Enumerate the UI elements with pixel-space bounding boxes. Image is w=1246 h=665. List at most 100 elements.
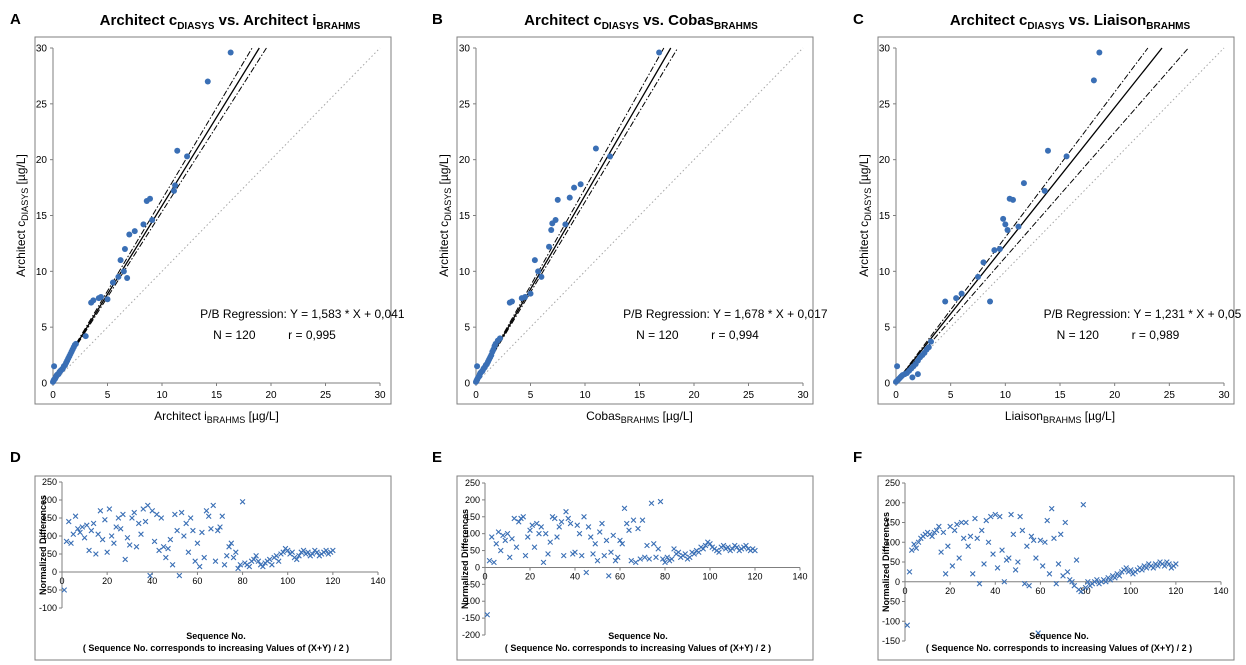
chart-frame: [877, 36, 1235, 405]
data-point: [178, 509, 185, 516]
y-tick-label: 15: [459, 211, 471, 222]
data-point: [743, 542, 749, 549]
data-point: [176, 572, 183, 579]
data-point: [212, 558, 219, 564]
data-point: [612, 557, 619, 564]
data-point: [474, 363, 481, 370]
data-point: [133, 544, 140, 550]
data-point: [546, 243, 553, 250]
data-point: [210, 502, 217, 509]
data-point: [199, 529, 205, 536]
data-point: [149, 508, 156, 514]
data-point: [221, 562, 228, 568]
data-point: [99, 536, 106, 543]
data-point: [104, 296, 111, 303]
data-point: [630, 517, 637, 523]
data-point: [547, 539, 554, 545]
data-point: [662, 559, 668, 566]
data-point: [908, 547, 915, 553]
data-point: [596, 529, 603, 535]
data-point: [936, 523, 942, 530]
data-point: [659, 556, 666, 562]
data-point: [214, 527, 221, 534]
y-tick-label: 150: [42, 513, 57, 523]
y-tick-label: -50: [44, 585, 57, 595]
data-point: [172, 511, 178, 518]
data-point: [1000, 215, 1007, 222]
data-point: [1035, 630, 1041, 636]
y-tick-label: -100: [462, 596, 480, 606]
data-point: [289, 549, 296, 555]
data-point: [650, 541, 657, 547]
data-point: [536, 530, 542, 537]
x-tick-label: 10: [1000, 390, 1012, 401]
data-point: [508, 298, 515, 305]
data-point: [488, 534, 495, 540]
data-point: [131, 228, 138, 235]
data-point: [131, 509, 138, 516]
data-point: [641, 554, 648, 561]
data-point: [309, 551, 316, 557]
x-axis-label: Sequence No.: [608, 631, 668, 641]
x-tick-label: 20: [945, 586, 955, 596]
data-point: [1030, 537, 1037, 544]
data-point: [587, 534, 594, 540]
data-point: [491, 559, 497, 566]
data-point: [567, 520, 574, 527]
data-point: [563, 508, 569, 515]
data-point: [997, 513, 1003, 520]
data-point: [149, 216, 156, 223]
data-point: [603, 537, 610, 544]
data-point: [515, 519, 522, 525]
x-axis-label: Architect iBRAHMS [µg/L]: [154, 409, 279, 425]
data-point: [1020, 180, 1027, 187]
data-point: [95, 531, 101, 537]
sample-size: N = 120: [213, 328, 256, 342]
data-point: [646, 556, 653, 562]
data-point: [84, 522, 90, 528]
data-point: [938, 549, 944, 555]
data-point: [531, 257, 538, 264]
regression-equation: P/B Regression: Y = 1,583 * X + 0,041: [200, 307, 405, 321]
data-point: [1155, 563, 1161, 569]
x-tick-label: 0: [473, 390, 479, 401]
data-point: [1143, 565, 1150, 571]
y-tick-label: 0: [475, 562, 480, 572]
data-point: [121, 246, 128, 252]
data-point: [72, 513, 79, 519]
data-point: [1071, 582, 1078, 589]
data-point: [682, 551, 689, 557]
data-point: [205, 513, 212, 519]
data-point: [108, 533, 115, 539]
x-tick-label: 10: [579, 390, 591, 401]
data-point: [151, 538, 158, 545]
data-point: [185, 549, 192, 555]
data-point: [538, 273, 545, 280]
data-point: [1173, 561, 1179, 567]
data-point: [601, 552, 608, 559]
data-point: [496, 335, 503, 342]
data-point: [981, 561, 987, 567]
data-point: [958, 290, 965, 297]
ci-lower-line: [895, 47, 1189, 383]
data-point: [522, 294, 529, 301]
data-point: [266, 556, 273, 563]
y-tick-label: 50: [470, 546, 480, 556]
data-point: [293, 556, 300, 563]
x-axis-label-note: ( Sequence No. corresponds to increasing…: [505, 643, 771, 653]
data-point: [752, 547, 758, 554]
data-point: [135, 520, 142, 527]
panel-letter: B: [432, 11, 443, 28]
data-point: [657, 498, 664, 505]
ci-lower-line: [52, 47, 267, 383]
x-tick-label: 25: [320, 390, 332, 401]
data-point: [585, 524, 592, 530]
y-tick-label: 100: [42, 531, 57, 541]
y-tick-label: -100: [882, 616, 900, 626]
data-point: [147, 572, 153, 579]
y-tick-label: 200: [465, 495, 480, 505]
y-tick-label: 50: [890, 557, 900, 567]
data-point: [592, 541, 599, 547]
data-point: [228, 540, 235, 546]
